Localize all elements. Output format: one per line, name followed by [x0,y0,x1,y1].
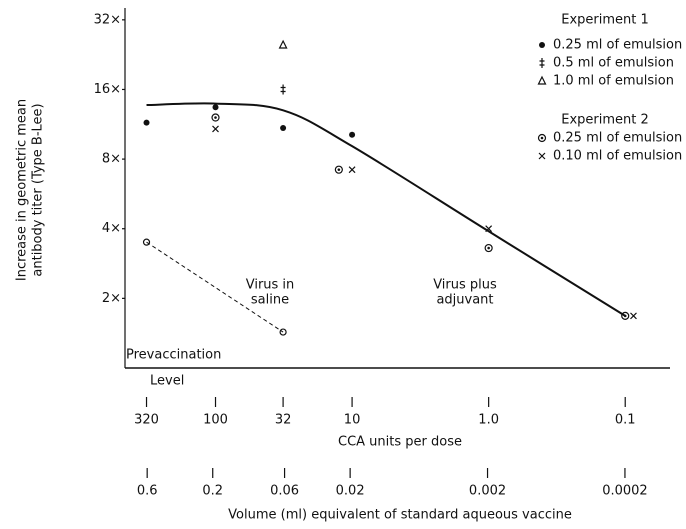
y-axis-label: antibody titer (Type B-Lee) [31,103,46,276]
triangle [278,39,288,49]
x-axis-label: CCA units per dose [338,435,462,450]
dot [539,42,545,48]
marker [537,75,547,85]
baseline-label: Prevaccination [126,348,221,363]
x2-axis-label: Volume (ml) equivalent of standard aqueo… [228,508,572,523]
marker [334,165,343,174]
double-dagger [539,58,545,68]
marker [630,312,637,320]
annotation: Virus plus [433,278,497,293]
x-tick-label: 0.06 [270,484,299,499]
marker [539,42,545,48]
cross [630,312,637,320]
y-tick-label: 8× [102,152,121,167]
x-tick-label: 0.1 [615,413,636,428]
marker [278,39,288,49]
legend-label: 0.25 ml of emulsion [553,38,682,53]
ring [484,243,493,253]
triangle [537,75,547,85]
ring [334,165,343,174]
y-tick-label: 16× [94,82,121,97]
y-tick-label: 2× [102,291,121,306]
marker [349,131,356,138]
x-tick-label: 0.0002 [602,484,648,499]
legend-heading: Experiment 1 [561,13,649,28]
baseline-label: Level [150,374,184,389]
marker [280,125,287,132]
ring [211,113,220,122]
dot [214,116,217,119]
marker [211,113,220,122]
open-circle [279,328,287,336]
ring [537,133,547,143]
annotation: adjuvant [436,293,493,308]
legend-label: 0.25 ml of emulsion [553,131,682,146]
marker [537,133,547,143]
cross [348,166,356,174]
legend-label: 0.10 ml of emulsion [553,149,682,164]
marker [348,166,356,174]
dot [349,131,356,138]
marker [279,328,287,336]
y-tick-label: 4× [102,221,121,236]
annotation: Virus in [246,278,295,293]
series-line [146,241,284,333]
legend-label: 0.5 ml of emulsion [553,56,674,71]
x-tick-label: 32 [275,413,292,428]
ring [621,311,630,320]
marker [539,58,545,68]
x-tick-label: 0.6 [137,484,158,499]
dot [337,168,341,171]
y-axis-label: Increase in geometric mean [15,99,30,281]
double-dagger [280,84,286,95]
marker [280,84,286,95]
dot [487,246,490,250]
dot [280,125,287,132]
legend-heading: Experiment 2 [561,113,649,128]
x-tick-label: 0.002 [469,484,506,499]
x-tick-label: 0.2 [202,484,223,499]
x-tick-label: 0.02 [336,484,365,499]
x-tick-label: 320 [134,413,159,428]
marker [212,125,219,133]
marker [212,104,219,111]
dot [143,119,150,126]
marker [142,238,151,246]
x-tick-label: 10 [344,413,361,428]
cross [212,125,219,133]
x-tick-label: 1.0 [478,413,499,428]
y-tick-label: 32× [94,12,121,27]
marker [143,119,150,126]
legend-label: 1.0 ml of emulsion [553,74,674,89]
series-line [146,102,626,317]
dot [212,104,219,111]
marker [538,152,546,160]
open-circle [142,238,151,246]
dot [540,136,544,140]
cross [538,152,546,160]
x-tick-label: 100 [203,413,228,428]
marker [484,243,493,253]
annotation: saline [251,293,289,308]
